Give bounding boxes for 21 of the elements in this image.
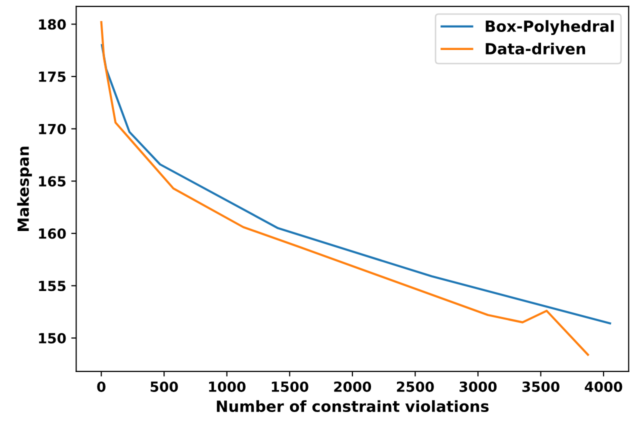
x-tick-label: 3500 [522, 381, 560, 392]
y-tick-label: 170 [39, 124, 66, 134]
y-tick-label: 155 [39, 280, 66, 292]
legend-label: Data-driven [486, 42, 586, 55]
x-tick-label: 500 [150, 381, 178, 392]
y-tick-label: 160 [39, 228, 66, 239]
x-tick-label: 3000 [460, 381, 497, 392]
x-tick-label: 1500 [272, 381, 308, 392]
legend-label: Box-Polyhedral [486, 20, 614, 36]
x-tick-label: 0 [97, 381, 106, 392]
y-tick-label: 165 [39, 176, 66, 187]
x-tick-label: 1000 [209, 381, 246, 392]
x-axis-title: Number of constraint violations [216, 400, 489, 412]
y-tick-label: 180 [39, 19, 66, 30]
y-tick-label: 175 [39, 72, 66, 82]
y-tick-label: 150 [39, 332, 66, 344]
x-tick-label: 2000 [334, 381, 372, 392]
x-tick-label: 2500 [396, 381, 434, 392]
y-axis-title: Makespan [17, 146, 32, 231]
x-tick-label: 4000 [584, 381, 622, 392]
line-series [100, 44, 612, 324]
